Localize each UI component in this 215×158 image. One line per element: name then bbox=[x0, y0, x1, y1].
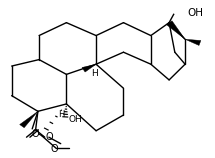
Text: O: O bbox=[50, 144, 58, 154]
Text: H: H bbox=[92, 69, 98, 78]
Text: O: O bbox=[32, 129, 39, 139]
Text: OH: OH bbox=[69, 115, 83, 124]
Text: O: O bbox=[46, 132, 54, 142]
Polygon shape bbox=[185, 39, 201, 46]
Text: OH: OH bbox=[187, 8, 203, 18]
Text: H: H bbox=[58, 110, 64, 119]
Polygon shape bbox=[166, 21, 185, 39]
Polygon shape bbox=[82, 64, 96, 72]
Polygon shape bbox=[20, 111, 38, 128]
